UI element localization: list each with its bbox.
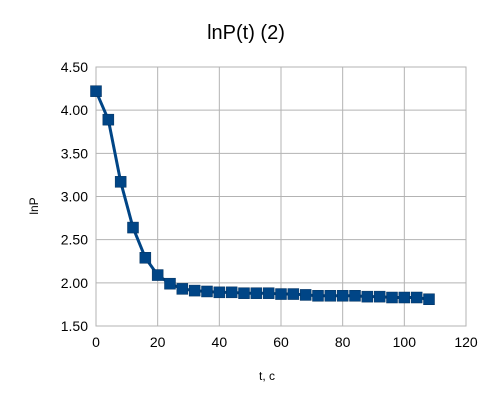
x-tick-label: 40 xyxy=(212,334,228,350)
x-tick-label: 100 xyxy=(393,334,417,350)
y-tick-label: 4.50 xyxy=(61,59,88,75)
y-tick-label: 4.00 xyxy=(61,102,88,118)
data-point xyxy=(324,290,337,302)
y-tick-label: 3.00 xyxy=(61,189,88,205)
data-point xyxy=(164,277,176,290)
data-point xyxy=(275,288,287,300)
data-point xyxy=(361,290,374,303)
data-point xyxy=(151,269,164,281)
data-point xyxy=(312,290,324,302)
y-tick-label: 3.50 xyxy=(61,145,88,161)
data-point xyxy=(201,285,213,298)
data-point xyxy=(238,287,250,299)
data-point xyxy=(287,288,300,300)
data-point xyxy=(127,221,139,234)
data-point xyxy=(262,287,275,299)
data-point xyxy=(410,291,423,304)
data-point xyxy=(386,291,398,304)
y-tick-label: 1.50 xyxy=(61,318,88,334)
data-point xyxy=(423,293,435,305)
x-axis-tick-labels: 0 20 40 60 80 100 120 xyxy=(92,334,478,350)
data-point xyxy=(139,252,152,264)
x-tick-label: 80 xyxy=(335,334,351,350)
data-point xyxy=(188,284,201,297)
data-point xyxy=(349,290,361,302)
data-point xyxy=(176,283,189,295)
series-line xyxy=(94,89,431,301)
data-point xyxy=(398,291,411,304)
x-tick-label: 0 xyxy=(92,334,100,350)
data-point xyxy=(250,287,263,299)
y-axis-tick-labels: 1.50 2.00 2.50 3.00 3.50 4.00 4.50 xyxy=(61,59,88,334)
data-point xyxy=(299,289,312,301)
y-tick-label: 2.00 xyxy=(61,275,88,291)
x-tick-label: 60 xyxy=(273,334,289,350)
data-point xyxy=(114,176,127,188)
data-point xyxy=(90,85,102,97)
data-point xyxy=(373,290,386,303)
x-tick-label: 120 xyxy=(454,334,478,350)
y-tick-label: 2.50 xyxy=(61,232,88,248)
chart-title: lnP(t) (2) xyxy=(207,22,285,44)
plot-area-border xyxy=(95,66,467,327)
data-point xyxy=(102,113,115,126)
data-series xyxy=(90,85,435,305)
data-point xyxy=(213,286,226,299)
x-tick-label: 20 xyxy=(150,334,166,350)
x-axis-label: t, c xyxy=(259,369,275,383)
data-point xyxy=(225,286,238,299)
y-axis-label: lnP xyxy=(27,197,41,214)
data-point xyxy=(336,290,349,302)
